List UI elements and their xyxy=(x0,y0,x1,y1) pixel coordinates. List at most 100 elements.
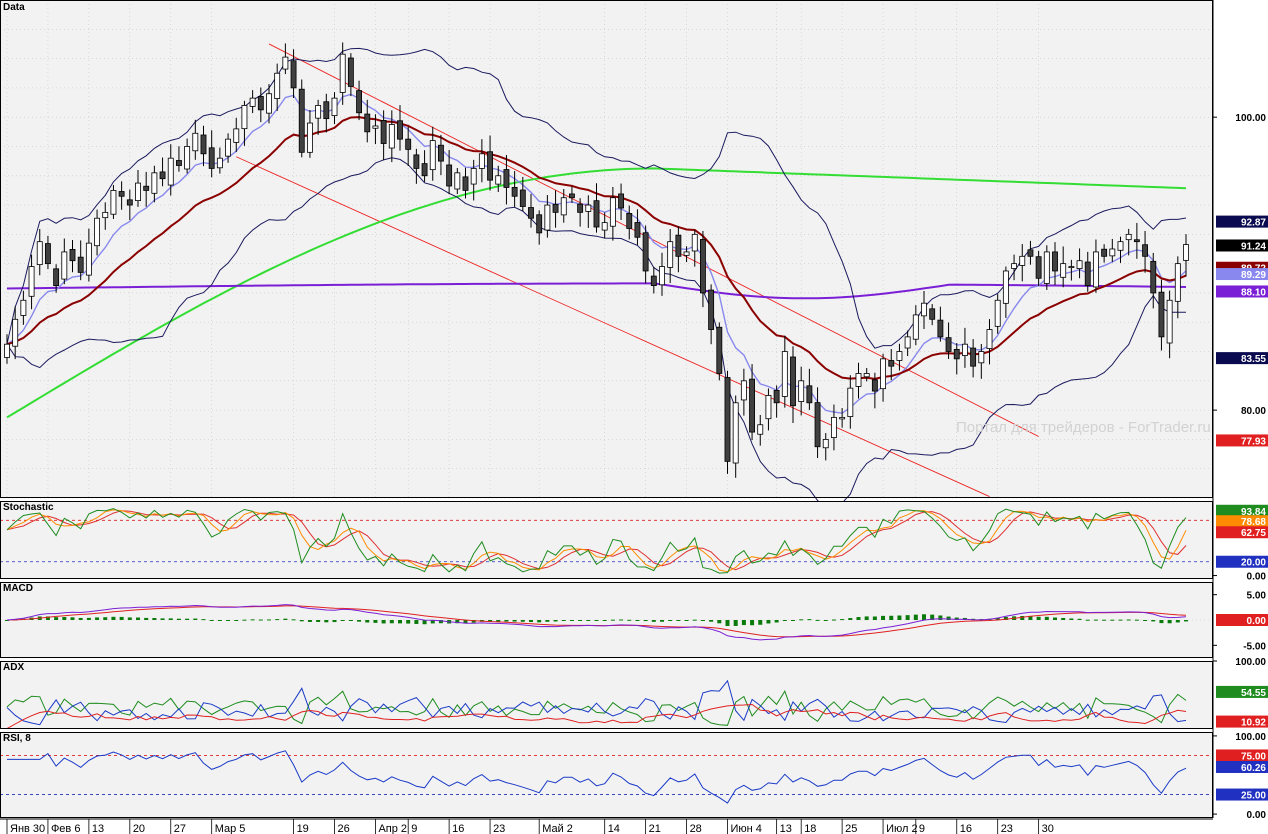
time-axis-label: 23 xyxy=(493,823,505,834)
candle-body xyxy=(773,389,780,404)
candle-body xyxy=(356,90,363,114)
macd-histogram-bar xyxy=(954,617,959,620)
candle-body xyxy=(266,93,272,114)
macd-histogram-bar xyxy=(823,620,828,621)
macd-histogram-bar xyxy=(62,617,67,620)
time-axis-label: 16 xyxy=(452,823,464,834)
candle-body xyxy=(380,120,387,144)
adx-pane: ADX 100.00 54.55 10.92 xyxy=(0,657,1268,730)
candle-body xyxy=(241,105,248,130)
time-axis-label: Мар 5 xyxy=(215,823,246,834)
stochastic-lines xyxy=(0,508,1213,574)
candle-body xyxy=(1166,299,1173,344)
candle-body xyxy=(1117,241,1124,251)
candle-body xyxy=(904,336,911,349)
candle-body xyxy=(1109,248,1116,257)
candle-body xyxy=(577,203,584,213)
stoch-d-line xyxy=(6,509,1187,573)
macd-histogram-bar xyxy=(1044,616,1049,620)
macd-histogram-bar xyxy=(741,620,746,626)
candle-body xyxy=(1068,266,1075,268)
price-marker-label: 91.24 xyxy=(1241,241,1266,252)
macd-histogram-bar xyxy=(307,620,312,622)
macd-histogram-bar xyxy=(815,619,820,621)
macd-histogram-bar xyxy=(250,619,255,621)
candle-body xyxy=(986,329,993,349)
macd-histogram-bar xyxy=(774,620,779,623)
candle-body xyxy=(1183,244,1189,261)
macd-histogram-bar xyxy=(242,619,247,621)
time-axis-label: 14 xyxy=(608,823,620,834)
candle-body xyxy=(781,351,788,397)
macd-histogram-bar xyxy=(807,619,812,621)
rsi-tick-label-bg xyxy=(1216,788,1268,801)
macd-histogram-bar xyxy=(717,620,722,624)
macd-pane-title: MACD xyxy=(3,583,33,594)
price-tick-label: 100.00 xyxy=(1235,113,1266,124)
macd-histogram-bar xyxy=(70,617,75,620)
candle-body xyxy=(888,360,895,367)
candle-body xyxy=(650,275,657,287)
candle-body xyxy=(1142,244,1149,257)
macd-histogram-bar xyxy=(758,620,763,625)
macd-histogram-bar xyxy=(168,618,173,620)
price-frame xyxy=(0,0,1213,498)
macd-histogram-bar xyxy=(725,620,730,626)
macd-histogram-bar xyxy=(750,620,755,626)
macd-histogram-bar xyxy=(176,618,181,620)
candle-body xyxy=(1052,251,1058,272)
macd-histogram-bar xyxy=(512,620,517,622)
rsi-tick-label: 75.00 xyxy=(1241,751,1266,762)
macd-histogram-bar xyxy=(586,620,591,621)
time-axis-label: Июл 2 xyxy=(886,823,918,834)
macd-histogram-bar xyxy=(578,620,583,621)
macd-histogram-bar xyxy=(504,620,509,622)
price-marker-label-bg xyxy=(1216,239,1268,252)
candle-body xyxy=(945,337,952,352)
macd-histogram-bar xyxy=(905,615,910,620)
candle-body xyxy=(1019,255,1026,266)
time-axis-label: Янв 30 xyxy=(10,823,45,834)
candle-body xyxy=(225,138,232,157)
macd-histogram-bar xyxy=(234,620,239,621)
macd-histogram-bar xyxy=(471,620,476,623)
macd-histogram-bar xyxy=(553,620,558,622)
candle-body xyxy=(282,56,289,70)
candle-body xyxy=(1011,263,1018,269)
price-pane-background xyxy=(0,0,1213,498)
macd-histogram-bar xyxy=(1118,619,1123,621)
time-axis-label: 26 xyxy=(338,823,350,834)
bollinger-lower-line xyxy=(6,157,1187,508)
macd-histogram-bar xyxy=(848,618,853,620)
price-marker-label-bg xyxy=(1216,352,1268,365)
price-marker-label-bg xyxy=(1216,434,1268,447)
stoch-k-line xyxy=(6,508,1187,574)
candle-body xyxy=(716,326,723,374)
macd-histogram-bar xyxy=(733,620,738,626)
time-axis-label: Фев 6 xyxy=(51,823,81,834)
candle-body xyxy=(143,185,150,191)
macd-histogram-bar xyxy=(520,620,525,622)
macd-histogram-bar xyxy=(160,618,165,620)
rsi-tick-label-bg xyxy=(1216,760,1268,773)
candle-body xyxy=(740,380,747,401)
plus-di-line xyxy=(6,690,1187,726)
rsi-tick-label: 60.26 xyxy=(1241,763,1266,774)
candle-body xyxy=(790,356,796,407)
stoch-tick-label: 93.84 xyxy=(1241,507,1266,518)
candle-body xyxy=(970,347,977,367)
candle-body xyxy=(593,200,600,228)
macd-histogram-bar xyxy=(1020,615,1025,620)
candle-body xyxy=(44,243,51,265)
rsi-lines xyxy=(0,750,1213,804)
candle-body xyxy=(659,266,665,286)
macd-histogram-bar xyxy=(1143,620,1148,621)
candle-body xyxy=(994,299,1001,327)
macd-histogram-bar xyxy=(684,620,689,621)
candle-body xyxy=(77,256,84,273)
time-axis-label: 28 xyxy=(690,823,702,834)
candle-body xyxy=(1158,291,1165,338)
macd-tick-label-bg xyxy=(1216,614,1268,626)
